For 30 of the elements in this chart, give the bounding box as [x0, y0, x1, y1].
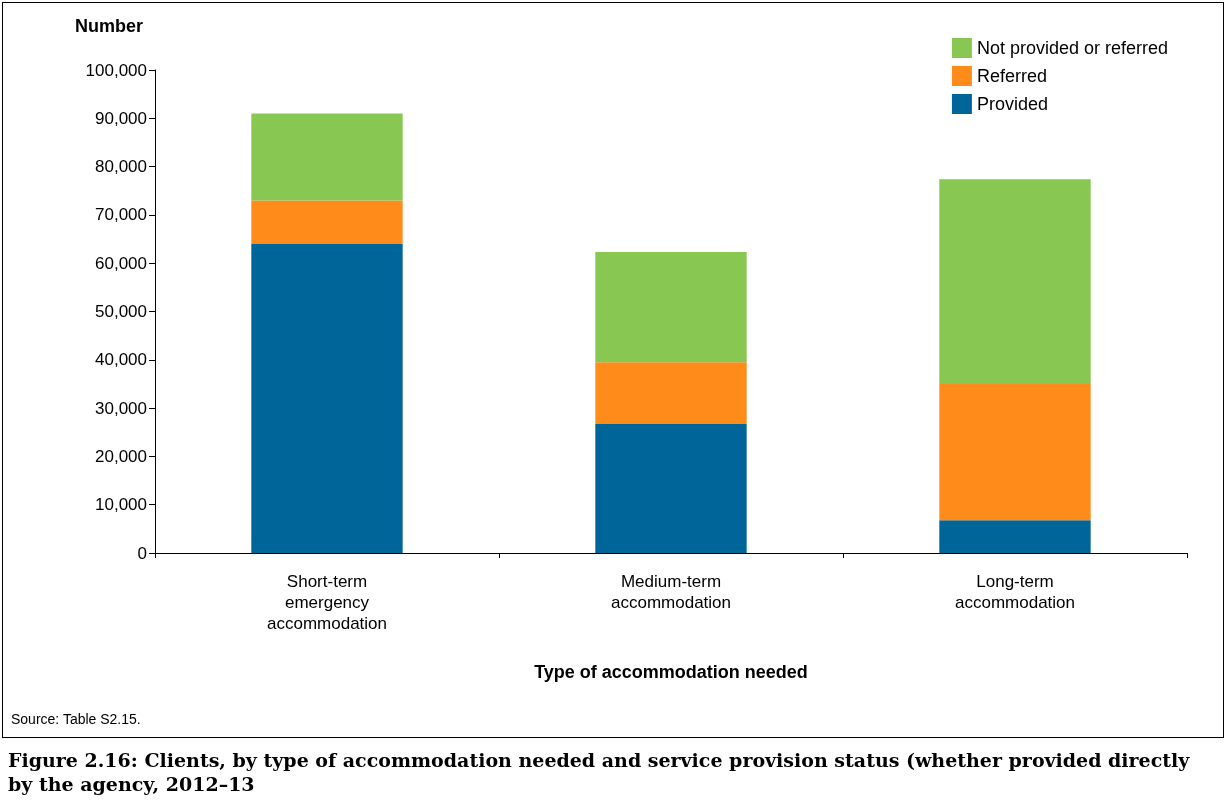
y-tick-label: 70,000	[95, 205, 147, 225]
text: Figure 2.16: Clients, by type of accommodation needed and service provision status (whether provided directly by the agency, 2012–13	[8, 748, 1191, 796]
bar	[595, 362, 747, 425]
legend-label: Referred	[976, 66, 1047, 86]
y-tick-label: 20,000	[95, 446, 147, 466]
source-note: Source: Table S2.15.	[11, 711, 141, 727]
x-tick-label: Short-term emergency accommodation	[266, 572, 388, 633]
y-tick-label: 100,000	[85, 60, 147, 80]
bar	[939, 383, 1091, 521]
legend-label: Not provided or referred	[976, 38, 1168, 58]
y-axis-title: Number	[75, 16, 144, 36]
y-tick-label: 80,000	[95, 157, 147, 177]
x-tick-label: Medium-term accommodation	[610, 572, 732, 612]
bar	[251, 113, 403, 201]
bar	[595, 252, 747, 363]
y-tick-label: 50,000	[95, 302, 147, 321]
y-tick-label: 30,000	[95, 398, 147, 418]
y-tick-label: 0	[137, 543, 147, 563]
bar	[939, 520, 1091, 553]
x-tick-label: Long-term accommodation	[954, 572, 1076, 612]
bar	[251, 200, 403, 244]
bar	[595, 424, 747, 553]
y-tick-label: 60,000	[95, 253, 147, 273]
legend-label: Provided	[976, 94, 1048, 114]
bar	[251, 243, 403, 553]
y-tick-label: 40,000	[95, 350, 147, 370]
y-tick-label: 90,000	[95, 108, 147, 128]
bar	[939, 179, 1091, 384]
x-axis-title: Type of accommodation needed	[534, 662, 808, 682]
y-tick-label: 10,000	[95, 495, 147, 515]
